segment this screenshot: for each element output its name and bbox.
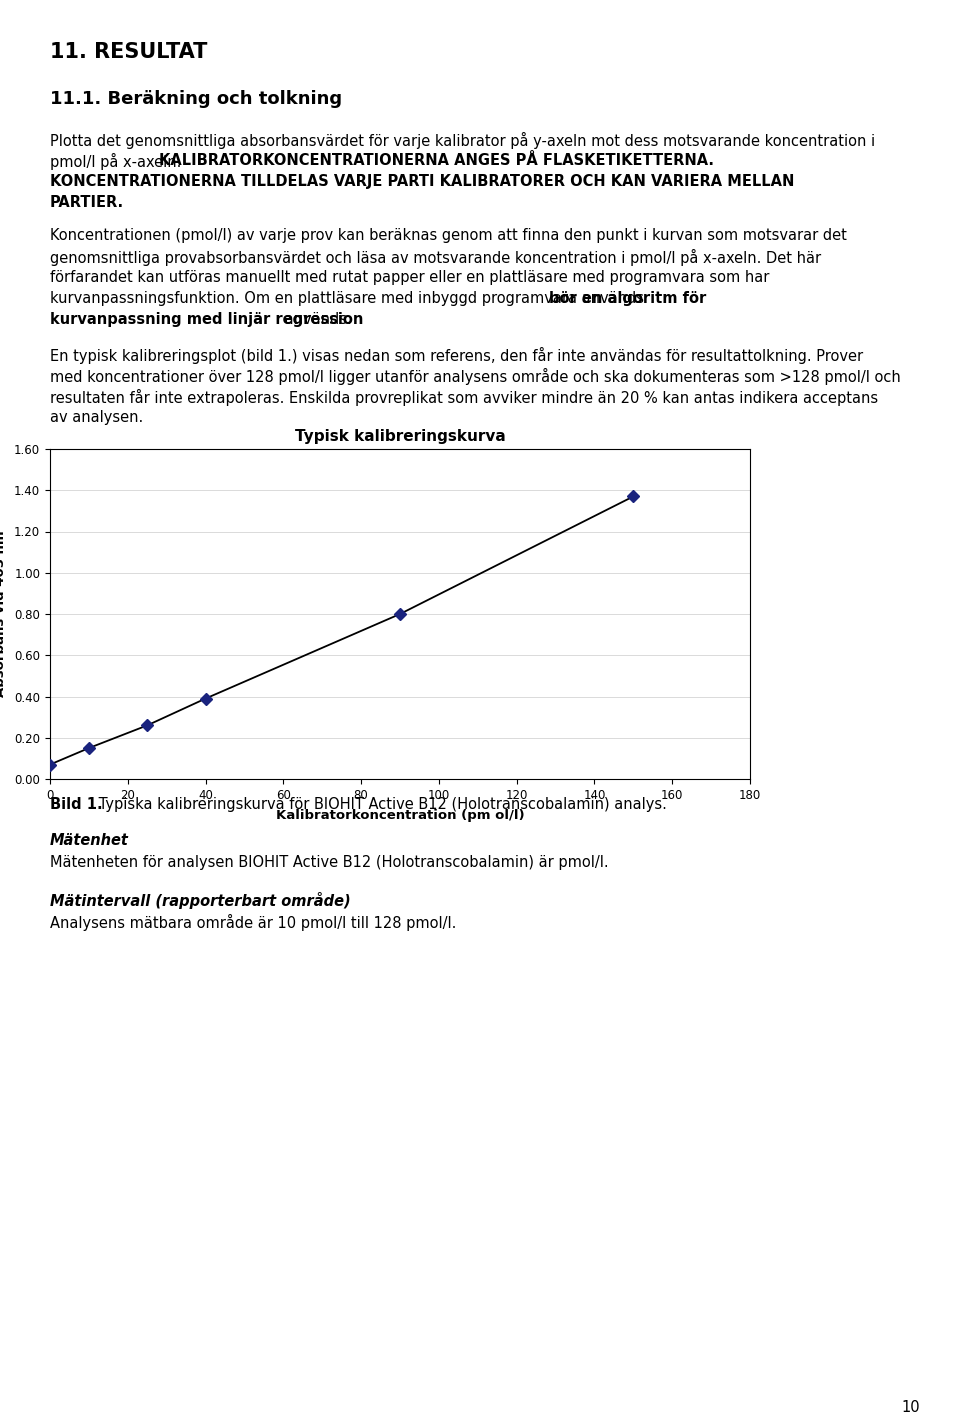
Text: bör en algoritm för: bör en algoritm för (549, 291, 707, 306)
Text: Mätenhet: Mätenhet (50, 834, 129, 848)
Text: KALIBRATORKONCENTRATIONERNA ANGES PÅ FLASKETIKETTERNA.: KALIBRATORKONCENTRATIONERNA ANGES PÅ FLA… (159, 152, 714, 168)
Text: förfarandet kan utföras manuellt med rutat papper eller en plattläsare med progr: förfarandet kan utföras manuellt med rut… (50, 269, 769, 285)
Text: 11.1. Beräkning och tolkning: 11.1. Beräkning och tolkning (50, 90, 342, 108)
Text: Mätintervall (rapporterbart område): Mätintervall (rapporterbart område) (50, 892, 350, 909)
Title: Typisk kalibreringskurva: Typisk kalibreringskurva (295, 429, 505, 443)
Text: 11. RESULTAT: 11. RESULTAT (50, 41, 207, 63)
Text: pmol/l på x-axeln.: pmol/l på x-axeln. (50, 152, 186, 170)
Text: med koncentrationer över 128 pmol/l ligger utanför analysens område och ska doku: med koncentrationer över 128 pmol/l ligg… (50, 368, 900, 385)
Text: Analysens mätbara område är 10 pmol/l till 128 pmol/l.: Analysens mätbara område är 10 pmol/l ti… (50, 913, 456, 931)
X-axis label: Kalibratorkoncentration (pm ol/l): Kalibratorkoncentration (pm ol/l) (276, 808, 524, 822)
Text: genomsnittliga provabsorbansvärdet och läsa av motsvarande koncentration i pmol/: genomsnittliga provabsorbansvärdet och l… (50, 249, 821, 266)
Text: av analysen.: av analysen. (50, 410, 143, 425)
Text: Bild 1.: Bild 1. (50, 797, 103, 812)
Text: kurvanpassningsfunktion. Om en plattläsare med inbyggd programvara används: kurvanpassningsfunktion. Om en plattläsa… (50, 291, 649, 306)
Text: KONCENTRATIONERNA TILLDELAS VARJE PARTI KALIBRATORER OCH KAN VARIERA MELLAN: KONCENTRATIONERNA TILLDELAS VARJE PARTI … (50, 174, 794, 190)
Text: resultaten får inte extrapoleras. Enskilda provreplikat som avviker mindre än 20: resultaten får inte extrapoleras. Enskil… (50, 389, 878, 406)
Text: kurvanpassning med linjär regression: kurvanpassning med linjär regression (50, 312, 364, 326)
Text: Mätenheten för analysen BIOHIT Active B12 (Holotranscobalamin) är pmol/l.: Mätenheten för analysen BIOHIT Active B1… (50, 855, 609, 871)
Text: Plotta det genomsnittliga absorbansvärdet för varje kalibrator på y-axeln mot de: Plotta det genomsnittliga absorbansvärde… (50, 133, 876, 150)
Text: 10: 10 (901, 1399, 920, 1415)
Text: Typiska kalibreringskurva för BIOHIT Active B12 (Holotranscobalamin) analys.: Typiska kalibreringskurva för BIOHIT Act… (94, 797, 667, 812)
Text: används.: används. (280, 312, 351, 326)
Text: PARTIER.: PARTIER. (50, 195, 124, 209)
Text: Koncentrationen (pmol/l) av varje prov kan beräknas genom att finna den punkt i : Koncentrationen (pmol/l) av varje prov k… (50, 228, 847, 244)
Y-axis label: Absorbans vid 405 nm: Absorbans vid 405 nm (0, 530, 8, 697)
Text: En typisk kalibreringsplot (bild 1.) visas nedan som referens, den får inte anvä: En typisk kalibreringsplot (bild 1.) vis… (50, 348, 863, 363)
